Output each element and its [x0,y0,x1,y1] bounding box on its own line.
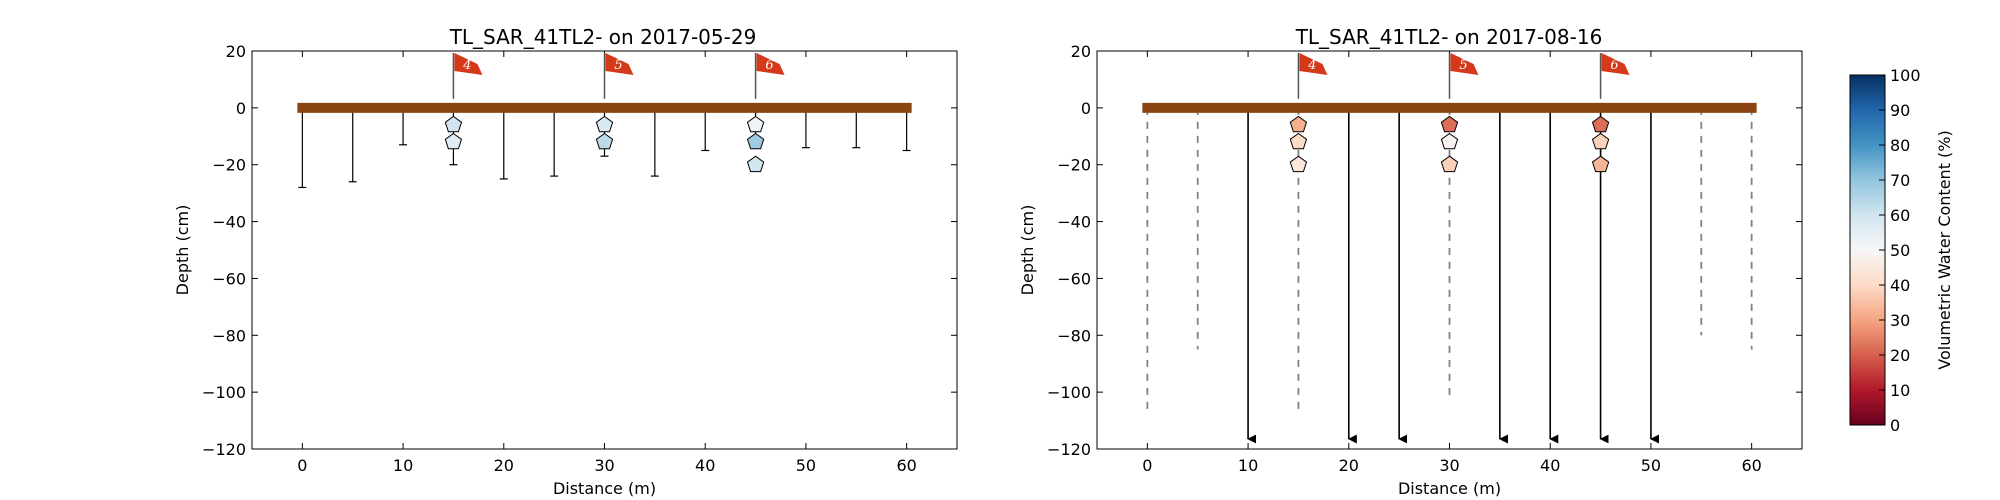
y-tick-label: −80 [1057,326,1091,345]
y-tick-label: 20 [226,42,246,61]
y-axis-label: Depth (cm) [173,205,192,296]
sensor-marker [1289,155,1308,173]
y-tick-label: −120 [1047,440,1091,459]
colorbar-tick-label: 80 [1890,136,1910,155]
x-tick-label: 0 [297,456,307,475]
flag-label: 5 [1459,58,1467,73]
x-tick-label: 20 [494,456,514,475]
x-tick-label: 30 [1439,456,1459,475]
x-tick-label: 60 [896,456,916,475]
sensor-marker [595,132,614,150]
y-tick-label: −120 [202,440,246,459]
y-tick-label: −20 [1057,156,1091,175]
y-tick-label: 0 [1081,99,1091,118]
axes-frame [251,50,958,450]
x-tick-label: 10 [1238,456,1258,475]
x-tick-label: 60 [1741,456,1761,475]
flag-icon [1601,53,1630,75]
flag-icon [1299,53,1328,75]
sensor-marker [1289,132,1308,150]
sensor-marker [1440,132,1459,150]
flag-icon [454,53,483,75]
x-tick-label: 40 [695,456,715,475]
colorbar-tick-label: 10 [1890,381,1910,400]
y-tick-label: 0 [236,99,246,118]
axes-frame [1096,50,1803,450]
y-tick-label: −40 [1057,213,1091,232]
flag-icon [1450,53,1479,75]
ground-surface [297,102,912,113]
sensor-marker [746,115,765,133]
panel-right: TL_SAR_41TL2- on 2017-08-16 0 10 20 30 40 50 6… [1018,25,1803,498]
x-tick-label: 10 [393,456,413,475]
y-tick-label: −100 [1047,383,1091,402]
sensor-marker [746,155,765,173]
sensor-marker [444,132,463,150]
chart-title: TL_SAR_41TL2- on 2017-05-29 [449,25,757,49]
flag-label: 5 [614,58,622,73]
ground-surface [1142,102,1757,113]
colorbar-tick-label: 0 [1890,416,1900,435]
x-tick-label: 0 [1142,456,1152,475]
sensor-marker [1440,115,1459,133]
colorbar-tick-label: 30 [1890,311,1910,330]
flag-label: 4 [462,58,471,73]
flag-label: 6 [765,58,773,73]
sensor-marker [595,115,614,133]
colorbar-tick-label: 40 [1890,276,1910,295]
flag-label: 6 [1610,58,1618,73]
sensor-marker [444,115,463,133]
plot-area: 0 10 20 30 40 50 60 20 0 −20 −40 −60 −80 −100 −120 4 5 6 [202,42,957,475]
sensor-marker [1591,115,1610,133]
x-tick-label: 20 [1339,456,1359,475]
x-tick-label: 30 [594,456,614,475]
x-axis-label: Distance (m) [1398,479,1501,498]
sensor-marker [1440,155,1459,173]
y-axis-label: Depth (cm) [1018,205,1037,296]
sensor-marker [1289,115,1308,133]
plot-area: 0 10 20 30 40 50 60 20 0 −20 −40 −60 −80 −100 −120 4 5 6 [1047,42,1802,475]
flag-icon [605,53,634,75]
chart-title: TL_SAR_41TL2- on 2017-08-16 [1295,25,1603,49]
y-tick-label: −100 [202,383,246,402]
y-tick-label: −20 [212,156,246,175]
sensor-marker [1591,132,1610,150]
y-tick-label: −80 [212,326,246,345]
colorbar-tick-label: 100 [1890,66,1921,85]
x-tick-label: 50 [1641,456,1661,475]
colorbar: 0 10 20 30 40 50 60 70 80 90 100 Volumetric Water … [1849,66,1954,435]
panel-left: TL_SAR_41TL2- on 2017-05-29 0 10 20 30 40 50 6… [173,25,958,498]
y-tick-label: −60 [212,269,246,288]
x-tick-label: 50 [796,456,816,475]
colorbar-tick-label: 70 [1890,171,1910,190]
colorbar-tick-label: 50 [1890,241,1910,260]
flag-label: 4 [1307,58,1316,73]
flag-icon [756,53,785,75]
colorbar-tick-label: 60 [1890,206,1910,225]
colorbar-ticks: 0 10 20 30 40 50 60 70 80 90 100 [1879,66,1921,435]
sensor-marker [746,132,765,150]
colorbar-tick-label: 20 [1890,346,1910,365]
colorbar-label: Volumetric Water Content (%) [1935,130,1954,369]
y-tick-label: 20 [1071,42,1091,61]
colorbar-tick-label: 90 [1890,101,1910,120]
sensor-marker [1591,155,1610,173]
x-axis-label: Distance (m) [553,479,656,498]
y-tick-label: −60 [1057,269,1091,288]
x-tick-label: 40 [1540,456,1560,475]
y-tick-label: −40 [212,213,246,232]
